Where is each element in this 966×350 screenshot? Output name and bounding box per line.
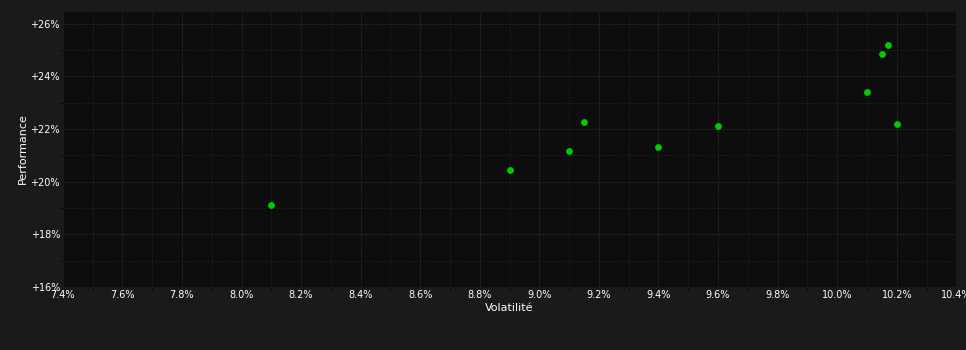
Point: [561, 149, 577, 154]
Point: [880, 42, 895, 48]
Point: [859, 89, 874, 95]
Point: [264, 203, 279, 208]
Point: [651, 145, 667, 150]
Point: [874, 51, 890, 57]
Point: [501, 167, 517, 173]
Y-axis label: Performance: Performance: [17, 113, 28, 184]
Point: [710, 124, 725, 129]
X-axis label: Volatilité: Volatilité: [485, 302, 534, 313]
Point: [889, 121, 904, 127]
Point: [577, 120, 592, 125]
